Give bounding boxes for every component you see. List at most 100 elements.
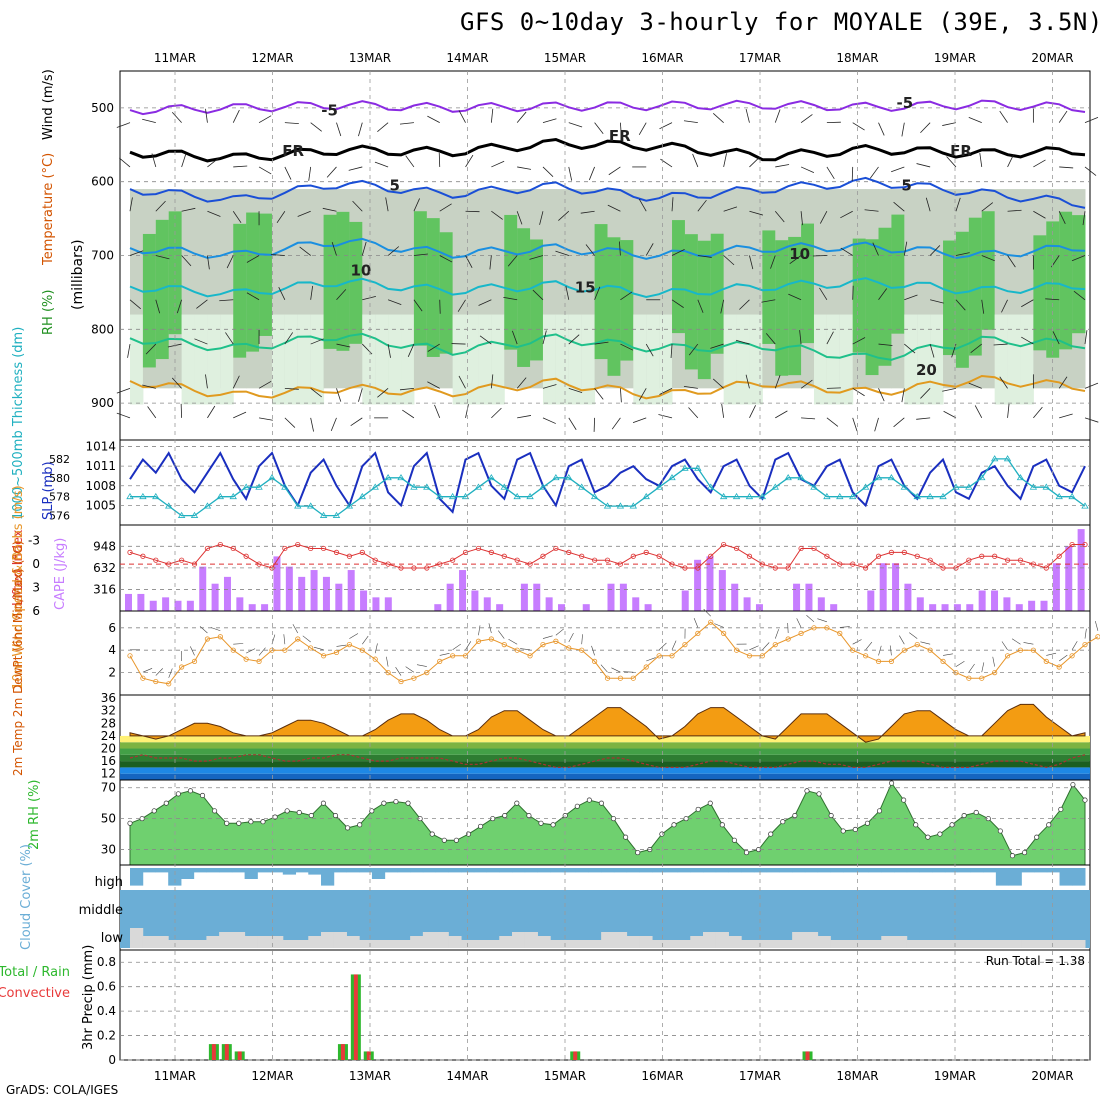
pressure-tick-label: 900	[91, 396, 114, 410]
surface-wind-barb	[1011, 638, 1021, 645]
wind-marker	[1069, 653, 1075, 659]
cloud-low-bar	[753, 940, 768, 948]
wind-marker	[1082, 641, 1088, 648]
rh-marker	[151, 808, 157, 814]
cloud-high-bar	[155, 868, 169, 873]
rh-marker	[876, 808, 883, 814]
wind-barb	[457, 299, 466, 312]
wind-marker	[901, 647, 907, 653]
surface-wind-barb	[600, 664, 608, 673]
wind-barb	[310, 417, 314, 432]
wind-barb	[362, 343, 373, 355]
rh-high-band	[349, 221, 363, 344]
li-marker	[875, 553, 882, 559]
cloud-low-bar	[703, 932, 717, 948]
rh-marker	[308, 812, 314, 819]
wind-barb	[362, 296, 376, 301]
rh-marker	[224, 820, 230, 826]
surface-wind-barb	[520, 648, 531, 651]
rh-marker	[792, 812, 798, 819]
thickness-marker	[616, 502, 625, 509]
wind-barb	[942, 387, 957, 392]
wind-barb	[232, 210, 242, 224]
li-marker	[243, 553, 249, 559]
wind-barb	[147, 406, 157, 419]
wind-barb	[284, 332, 294, 345]
wind-barb	[155, 299, 161, 314]
pressure-tick-label: 600	[91, 175, 114, 189]
cloud-high-bar	[435, 868, 449, 873]
wind-marker	[127, 653, 133, 659]
wind-barb	[458, 375, 466, 389]
li-marker	[450, 557, 456, 563]
cloud-low-bar	[295, 940, 309, 948]
wind-barb	[503, 296, 518, 301]
cloud-high-bar	[270, 868, 284, 873]
contour-label: FR	[282, 142, 304, 160]
li-marker	[1069, 541, 1075, 548]
precip-convective-bar	[224, 1044, 229, 1060]
wind-speed-line	[129, 621, 1099, 685]
cape-bar	[223, 576, 231, 611]
cloud-high-bar	[142, 868, 156, 873]
top-date-label: 15MAR	[544, 51, 586, 65]
li-marker	[992, 553, 998, 559]
wind-barb	[539, 211, 544, 225]
slp-line	[129, 451, 1086, 514]
surface-wind-barb	[714, 623, 724, 628]
wind-marker	[966, 675, 972, 681]
thickness-marker	[371, 483, 379, 490]
rh-marker	[780, 819, 786, 825]
rh-marker	[635, 850, 641, 856]
li-marker	[733, 545, 740, 552]
wind-marker	[566, 645, 572, 651]
wind-marker	[811, 625, 817, 631]
wind-marker	[604, 675, 611, 681]
cloud-low-bar	[562, 940, 577, 948]
wind-marker	[514, 647, 520, 653]
wind-barb	[155, 255, 170, 260]
wind-barb	[878, 288, 888, 301]
isotherm-line	[129, 374, 1086, 400]
cloud-high-bar	[626, 868, 640, 873]
wind-barb	[819, 211, 828, 224]
wind-barb	[1058, 211, 1066, 224]
rh-marker	[925, 834, 931, 840]
wind-barb	[127, 343, 131, 358]
surface-wind-barb	[362, 635, 369, 645]
surface-wind-barb	[302, 635, 311, 643]
cloud-high-bar	[932, 868, 946, 873]
thickness-marker	[577, 483, 586, 490]
rh-low-band	[452, 314, 467, 405]
li-marker	[256, 561, 262, 567]
cloud-low-bar	[435, 932, 449, 948]
cloud-high-bar	[486, 868, 500, 873]
wind-marker	[979, 675, 985, 681]
wind-barb	[774, 109, 781, 123]
rh-marker	[514, 800, 520, 806]
wind-barb	[688, 343, 699, 356]
rh-low-band	[207, 314, 221, 405]
wind-barb	[774, 375, 781, 389]
wind-barb	[181, 153, 187, 168]
wind-barb	[712, 378, 724, 389]
rh-high-band	[943, 240, 957, 356]
wind-barb	[374, 161, 389, 168]
cloud-low-bar	[155, 936, 169, 948]
cloud-high-bar	[1059, 868, 1073, 886]
thickness-marker	[1003, 455, 1012, 462]
cloud-high-bar	[206, 868, 220, 873]
li-marker	[372, 557, 378, 563]
rh-high-band	[1046, 221, 1060, 358]
wind-barb	[955, 252, 970, 256]
wind-barb	[1021, 299, 1034, 308]
pressure-tick-label: 500	[91, 101, 114, 115]
surface-wind-barb	[190, 646, 195, 656]
li-marker	[798, 545, 804, 552]
thickness-marker	[332, 511, 341, 518]
wind-barb	[129, 299, 141, 310]
cloud-low-bar	[422, 932, 437, 948]
rh-marker	[1070, 782, 1076, 788]
bottom-date-label: 14MAR	[446, 1069, 488, 1083]
thickness-marker	[784, 474, 792, 481]
